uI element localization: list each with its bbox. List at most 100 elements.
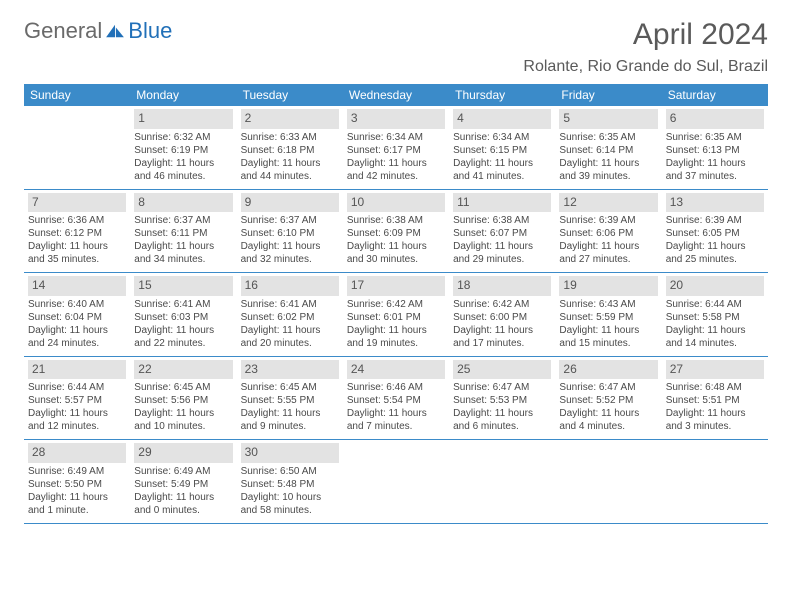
sunset-text: Sunset: 6:17 PM [347,144,445,157]
sunset-text: Sunset: 5:54 PM [347,394,445,407]
sunrise-text: Sunrise: 6:39 AM [666,214,764,227]
daylight-text: Daylight: 11 hours and 17 minutes. [453,324,551,350]
sunrise-text: Sunrise: 6:35 AM [559,131,657,144]
sunrise-text: Sunrise: 6:37 AM [134,214,232,227]
calendar-day-cell: 7Sunrise: 6:36 AMSunset: 6:12 PMDaylight… [24,189,130,273]
day-number: 21 [28,360,126,380]
sunrise-text: Sunrise: 6:45 AM [241,381,339,394]
sunrise-text: Sunrise: 6:38 AM [347,214,445,227]
sunset-text: Sunset: 6:12 PM [28,227,126,240]
day-number: 19 [559,276,657,296]
sunset-text: Sunset: 6:15 PM [453,144,551,157]
sunrise-text: Sunrise: 6:36 AM [28,214,126,227]
day-number [28,109,126,113]
calendar-day-cell: 2Sunrise: 6:33 AMSunset: 6:18 PMDaylight… [237,106,343,189]
sunset-text: Sunset: 5:51 PM [666,394,764,407]
daylight-text: Daylight: 11 hours and 27 minutes. [559,240,657,266]
daylight-text: Daylight: 11 hours and 0 minutes. [134,491,232,517]
logo-text-general: General [24,18,102,44]
day-number: 5 [559,109,657,129]
calendar-day-cell [24,106,130,189]
sunset-text: Sunset: 5:56 PM [134,394,232,407]
calendar-day-cell: 16Sunrise: 6:41 AMSunset: 6:02 PMDayligh… [237,273,343,357]
sunset-text: Sunset: 5:57 PM [28,394,126,407]
sunset-text: Sunset: 6:07 PM [453,227,551,240]
day-number: 13 [666,193,764,213]
daylight-text: Daylight: 11 hours and 29 minutes. [453,240,551,266]
calendar-day-cell: 20Sunrise: 6:44 AMSunset: 5:58 PMDayligh… [662,273,768,357]
day-header: Monday [130,84,236,106]
day-header: Sunday [24,84,130,106]
sunset-text: Sunset: 5:53 PM [453,394,551,407]
sunset-text: Sunset: 5:52 PM [559,394,657,407]
sunrise-text: Sunrise: 6:39 AM [559,214,657,227]
calendar-day-cell: 25Sunrise: 6:47 AMSunset: 5:53 PMDayligh… [449,356,555,440]
sunset-text: Sunset: 6:03 PM [134,311,232,324]
calendar-day-cell: 8Sunrise: 6:37 AMSunset: 6:11 PMDaylight… [130,189,236,273]
daylight-text: Daylight: 11 hours and 34 minutes. [134,240,232,266]
day-header: Wednesday [343,84,449,106]
daylight-text: Daylight: 11 hours and 12 minutes. [28,407,126,433]
sunset-text: Sunset: 6:19 PM [134,144,232,157]
daylight-text: Daylight: 11 hours and 22 minutes. [134,324,232,350]
calendar-day-cell: 15Sunrise: 6:41 AMSunset: 6:03 PMDayligh… [130,273,236,357]
calendar-day-cell: 13Sunrise: 6:39 AMSunset: 6:05 PMDayligh… [662,189,768,273]
sunrise-text: Sunrise: 6:42 AM [453,298,551,311]
day-number: 12 [559,193,657,213]
calendar-body: 1Sunrise: 6:32 AMSunset: 6:19 PMDaylight… [24,106,768,523]
calendar-day-cell: 27Sunrise: 6:48 AMSunset: 5:51 PMDayligh… [662,356,768,440]
calendar-day-cell: 5Sunrise: 6:35 AMSunset: 6:14 PMDaylight… [555,106,661,189]
daylight-text: Daylight: 11 hours and 44 minutes. [241,157,339,183]
title-block: April 2024 Rolante, Rio Grande do Sul, B… [523,18,768,76]
daylight-text: Daylight: 11 hours and 24 minutes. [28,324,126,350]
day-number: 28 [28,443,126,463]
day-header: Saturday [662,84,768,106]
calendar-day-cell: 12Sunrise: 6:39 AMSunset: 6:06 PMDayligh… [555,189,661,273]
sunrise-text: Sunrise: 6:34 AM [347,131,445,144]
sunset-text: Sunset: 6:04 PM [28,311,126,324]
daylight-text: Daylight: 11 hours and 32 minutes. [241,240,339,266]
day-number: 7 [28,193,126,213]
calendar-day-cell: 9Sunrise: 6:37 AMSunset: 6:10 PMDaylight… [237,189,343,273]
sunset-text: Sunset: 5:50 PM [28,478,126,491]
daylight-text: Daylight: 11 hours and 37 minutes. [666,157,764,183]
sunrise-text: Sunrise: 6:41 AM [134,298,232,311]
sunrise-text: Sunrise: 6:49 AM [28,465,126,478]
daylight-text: Daylight: 11 hours and 25 minutes. [666,240,764,266]
calendar-day-cell: 6Sunrise: 6:35 AMSunset: 6:13 PMDaylight… [662,106,768,189]
calendar-day-cell [343,440,449,524]
daylight-text: Daylight: 11 hours and 1 minute. [28,491,126,517]
sunrise-text: Sunrise: 6:48 AM [666,381,764,394]
calendar-day-cell: 29 Sunrise: 6:49 AMSunset: 5:49 PMDayligh… [130,440,236,524]
daylight-text: Daylight: 11 hours and 6 minutes. [453,407,551,433]
day-number: 27 [666,360,764,380]
sunrise-text: Sunrise: 6:47 AM [559,381,657,394]
calendar-day-cell: 26Sunrise: 6:47 AMSunset: 5:52 PMDayligh… [555,356,661,440]
day-number: 3 [347,109,445,129]
sunrise-text: Sunrise: 6:43 AM [559,298,657,311]
daylight-text: Daylight: 11 hours and 19 minutes. [347,324,445,350]
day-number: 23 [241,360,339,380]
calendar-table: Sunday Monday Tuesday Wednesday Thursday… [24,84,768,524]
day-number: 22 [134,360,232,380]
daylight-text: Daylight: 11 hours and 7 minutes. [347,407,445,433]
day-number [347,443,445,447]
sunset-text: Sunset: 5:49 PM [134,478,232,491]
sunrise-text: Sunrise: 6:47 AM [453,381,551,394]
sunset-text: Sunset: 5:48 PM [241,478,339,491]
location-label: Rolante, Rio Grande do Sul, Brazil [523,58,768,76]
sunrise-text: Sunrise: 6:49 AM [134,465,232,478]
sunset-text: Sunset: 6:09 PM [347,227,445,240]
sunrise-text: Sunrise: 6:42 AM [347,298,445,311]
daylight-text: Daylight: 11 hours and 3 minutes. [666,407,764,433]
daylight-text: Daylight: 10 hours and 58 minutes. [241,491,339,517]
calendar-day-cell: 14Sunrise: 6:40 AMSunset: 6:04 PMDayligh… [24,273,130,357]
day-number: 29 [134,443,232,463]
sunrise-text: Sunrise: 6:50 AM [241,465,339,478]
sunrise-text: Sunrise: 6:41 AM [241,298,339,311]
sunrise-text: Sunrise: 6:40 AM [28,298,126,311]
daylight-text: Daylight: 11 hours and 10 minutes. [134,407,232,433]
sunrise-text: Sunrise: 6:35 AM [666,131,764,144]
sunset-text: Sunset: 5:58 PM [666,311,764,324]
calendar-day-cell: 21Sunrise: 6:44 AMSunset: 5:57 PMDayligh… [24,356,130,440]
